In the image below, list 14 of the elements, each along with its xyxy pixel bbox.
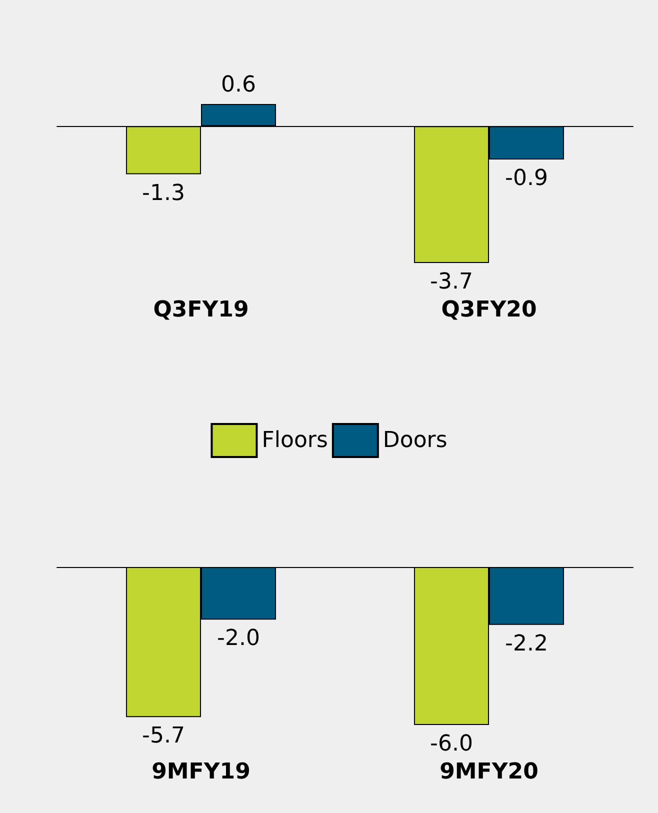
- x-tick-label: 9MFY20: [440, 760, 538, 784]
- data-label: -5.7: [142, 724, 185, 749]
- data-label: 0.6: [221, 72, 256, 98]
- data-label: -3.7: [430, 270, 473, 294]
- data-label: -1.3: [142, 180, 185, 206]
- x-tick-label: 9MFY19: [152, 760, 250, 784]
- data-label: -0.9: [505, 166, 548, 191]
- legend-label: Doors: [382, 428, 448, 453]
- x-tick-label: Q3FY20: [441, 298, 537, 322]
- data-label: -6.0: [430, 732, 473, 756]
- x-tick-label: Q3FY19: [153, 298, 249, 322]
- data-label: -2.2: [505, 631, 548, 656]
- legend-label: Floors: [262, 428, 328, 453]
- data-label: -2.0: [217, 626, 260, 652]
